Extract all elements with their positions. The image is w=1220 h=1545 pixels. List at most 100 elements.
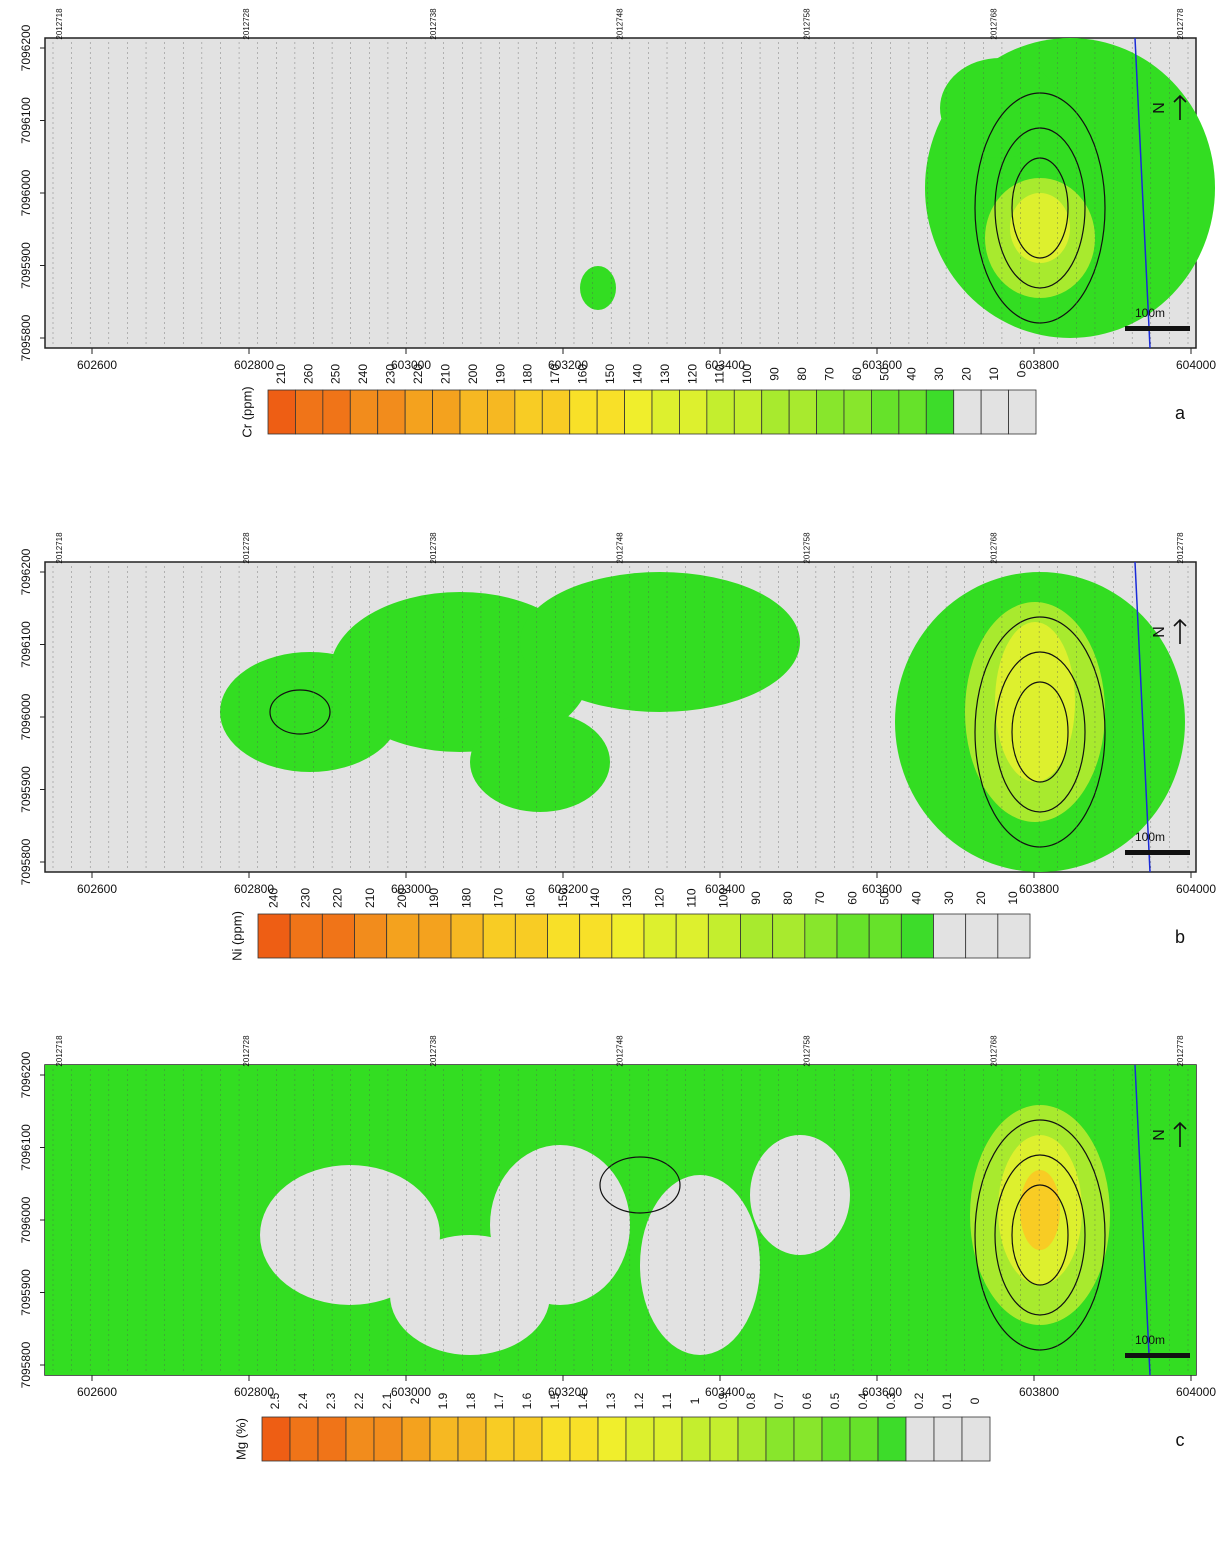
panel-letter: a [1175,403,1186,423]
station-label: 2012738 [429,532,438,564]
colorbar-swatch [290,914,322,958]
colorbar-swatch [654,1417,682,1461]
colorbar-swatch [805,914,837,958]
northing-tick-label: 7096000 [19,693,33,740]
easting-tick-label: 604000 [1176,1385,1216,1399]
easting-tick-label: 602600 [77,1385,117,1399]
easting-tick-label: 603800 [1019,1385,1059,1399]
anomaly-zone [470,712,610,812]
colorbar-swatch [295,390,322,434]
colorbar-swatch [676,914,708,958]
station-label: 2012748 [616,532,625,564]
easting-tick-label: 603800 [1019,882,1059,896]
colorbar-tick-label: 0.1 [940,1392,954,1409]
colorbar-swatch [262,1417,290,1461]
colorbar-tick-label: 250 [329,364,343,384]
station-label: 2012738 [429,8,438,40]
colorbar-swatch [708,914,740,958]
anomaly-zones [45,1065,1196,1375]
station-label: 2012718 [55,8,64,40]
station-labels: 2012718 2012728 2012738 2012748 2012758 20127… [55,1035,1185,1067]
colorbar-swatch [934,914,966,958]
station-label: 2012718 [55,1035,64,1067]
colorbar-swatch [597,390,624,434]
station-label: 2012778 [1176,1035,1185,1067]
colorbar-swatch [762,390,789,434]
colorbar-swatch [570,390,597,434]
station-label: 2012738 [429,1035,438,1067]
colorbar: 210 260 250 240 230 220 210 200 190 180 170 160 150 1… [239,364,1036,438]
colorbar-swatch [486,1417,514,1461]
station-label: 2012778 [1176,8,1185,40]
northing-tick-label: 7096100 [19,1124,33,1171]
colorbar-swatch [869,914,901,958]
northing-axis: 7095800 7095900 7096000 7096100 7096200 [19,548,45,885]
colorbar-tick-label: 190 [427,888,441,908]
colorbar-swatch [430,1417,458,1461]
map-panel-b: 2012718 2012728 2012738 2012748 2012758 20127… [19,532,1216,961]
northing-tick-label: 7096100 [19,621,33,668]
colorbar-swatch [515,390,542,434]
colorbar-swatch [734,390,761,434]
colorbar-tick-label: 1.1 [660,1392,674,1409]
colorbar-swatch [419,914,451,958]
colorbar-tick-label: 1.8 [464,1392,478,1409]
easting-axis: 602600 602800 603000 603200 603400 603600 6038… [77,872,1216,896]
station-label: 2012728 [242,1035,251,1067]
easting-tick-label: 602600 [77,358,117,372]
colorbar-tick-label: 0.6 [800,1392,814,1409]
station-label: 2012768 [989,8,998,40]
colorbar: 2.5 2.4 2.3 2.2 2.1 2 1.9 1.8 1.7 1.6 1.5 1.4 1.3 1.2… [233,1392,990,1461]
colorbar-swatch [871,390,898,434]
colorbar-tick-label: 160 [524,888,538,908]
colorbar-swatch [981,390,1008,434]
easting-axis: 602600 602800 603000 603200 603400 603600 6038… [77,348,1216,372]
colorbar-swatch [626,1417,654,1461]
colorbar-tick-label: 10 [1006,891,1020,905]
colorbar-tick-label: 0 [968,1397,982,1404]
colorbar-tick-label: 110 [684,888,698,907]
colorbar: 240 230 220 210 200 190 180 170 160 150 140 130 120 1… [229,888,1030,961]
colorbar-swatch [515,914,547,958]
colorbar-swatch [548,914,580,958]
colorbar-tick-label: 1.7 [492,1392,506,1409]
scale-bar-rect [1125,326,1190,331]
colorbar-tick-label: 0.8 [744,1392,758,1409]
colorbar-tick-label: 260 [301,364,315,384]
anomaly-zone [940,58,1060,158]
colorbar-swatch [644,914,676,958]
colorbar-tick-label: 220 [411,364,425,384]
colorbar-tick-label: 2 [408,1397,422,1404]
station-label: 2012758 [802,532,811,564]
colorbar-tick-label: 1.4 [576,1392,590,1409]
colorbar-tick-label: 90 [749,891,763,905]
background-zone [640,1175,760,1355]
northing-tick-label: 7096000 [19,169,33,216]
colorbar-tick-label: 120 [652,888,666,908]
colorbar-tick-label: 60 [845,891,859,905]
scale-bar-label: 100m [1135,306,1165,320]
colorbar-tick-label: 170 [548,364,562,384]
colorbar-tick-label: 70 [813,891,827,905]
colorbar-swatch [899,390,926,434]
colorbar-swatch [458,1417,486,1461]
colorbar-tick-label: 220 [331,888,345,908]
colorbar-tick-label: 1.3 [604,1392,618,1409]
easting-tick-label: 603800 [1019,358,1059,372]
northing-tick-label: 7095800 [19,314,33,361]
colorbar-swatch [355,914,387,958]
colorbar-tick-label: 30 [942,891,956,905]
colorbar-swatch [906,1417,934,1461]
colorbar-swatch [850,1417,878,1461]
north-label: N [1151,102,1168,114]
colorbar-swatch [878,1417,906,1461]
colorbar-swatch [738,1417,766,1461]
colorbar-swatch [346,1417,374,1461]
colorbar-tick-label: 1.9 [436,1392,450,1409]
colorbar-swatch [966,914,998,958]
colorbar-swatch [652,390,679,434]
colorbar-tick-label: 110 [713,364,727,383]
colorbar-tick-label: 1 [688,1397,702,1404]
colorbar-swatch [350,390,377,434]
colorbar-swatch [542,1417,570,1461]
